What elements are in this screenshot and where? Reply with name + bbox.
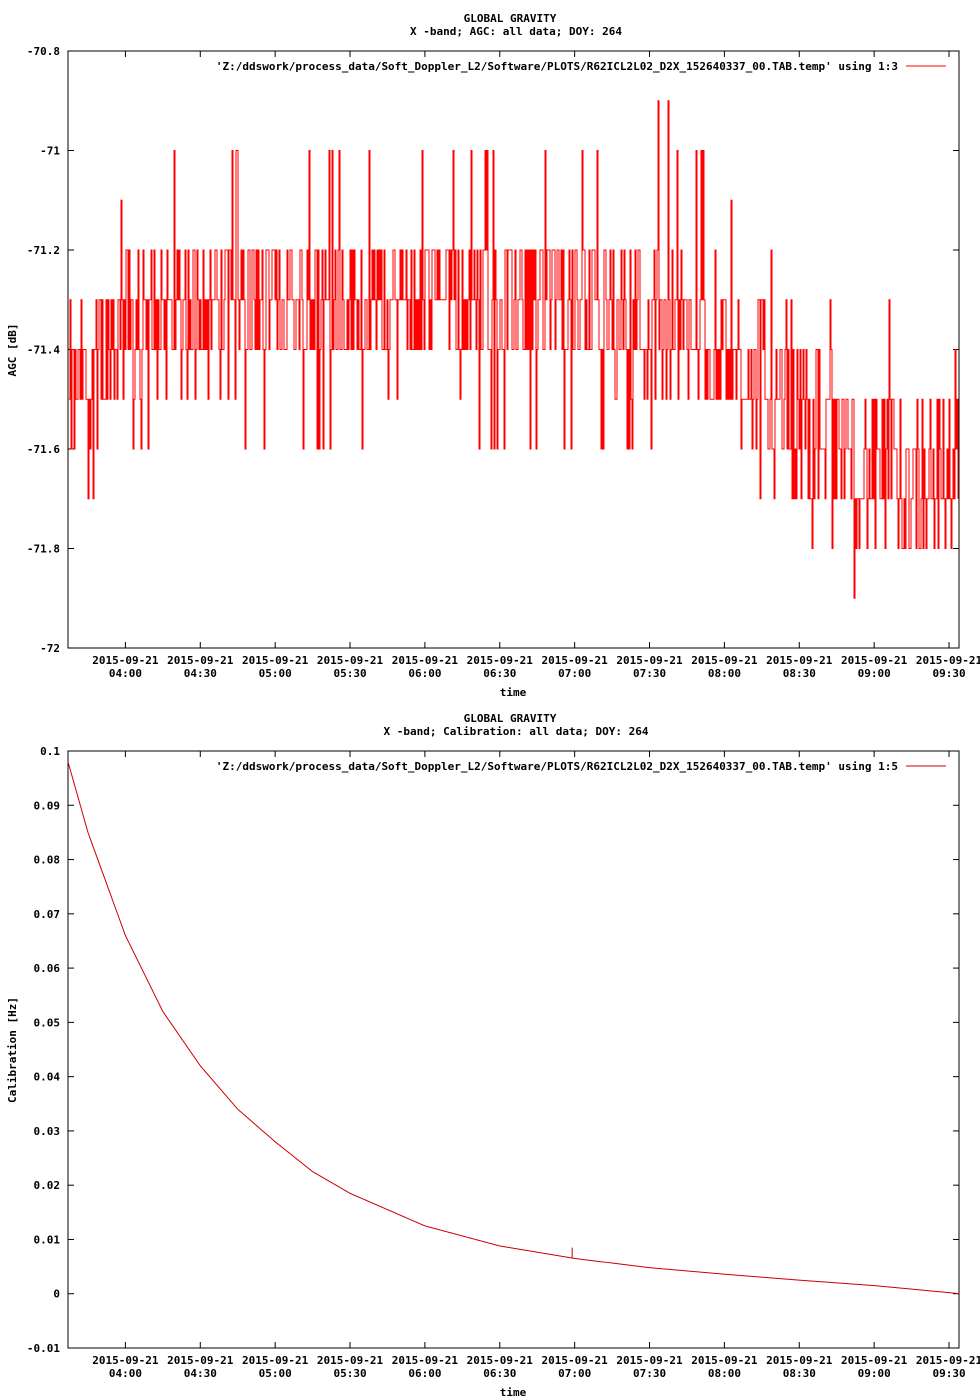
- y-axis-label: Calibration [Hz]: [6, 997, 19, 1103]
- x-tick-date-label: 2015-09-21: [841, 654, 908, 667]
- y-tick-label: -71.4: [27, 344, 60, 357]
- y-tick-label: 0.03: [34, 1125, 61, 1138]
- agc-trace: [69, 100, 959, 599]
- x-tick-date-label: 2015-09-21: [616, 654, 683, 667]
- x-tick-date-label: 2015-09-21: [317, 654, 384, 667]
- x-tick-date-label: 2015-09-21: [691, 654, 758, 667]
- y-tick-label: -70.8: [27, 45, 60, 58]
- x-tick-date-label: 2015-09-21: [167, 654, 234, 667]
- series-calibration: [67, 761, 960, 1295]
- y-tick-label: 0.01: [34, 1233, 61, 1246]
- x-tick-date-label: 2015-09-21: [92, 1354, 159, 1367]
- x-tick-time-label: 05:00: [259, 1367, 292, 1380]
- x-tick-date-label: 2015-09-21: [167, 1354, 234, 1367]
- legend: 'Z:/ddswork/process_data/Soft_Doppler_L2…: [216, 760, 946, 773]
- x-tick-time-label: 04:30: [184, 667, 217, 680]
- y-tick-label: 0.1: [40, 745, 60, 758]
- x-tick-time-label: 09:30: [932, 667, 965, 680]
- plot-frame: [67, 750, 960, 1349]
- x-tick-date-label: 2015-09-21: [542, 654, 609, 667]
- y-tick-label: -72: [40, 642, 60, 655]
- x-tick-date-label: 2015-09-21: [841, 1354, 908, 1367]
- x-tick-date-label: 2015-09-21: [616, 1354, 683, 1367]
- x-tick-date-label: 2015-09-21: [691, 1354, 758, 1367]
- x-axis: 2015-09-2104:002015-09-2104:302015-09-21…: [92, 51, 980, 680]
- x-axis-label: time: [500, 686, 527, 699]
- y-tick-label: 0.07: [34, 908, 61, 921]
- x-tick-time-label: 06:00: [408, 1367, 441, 1380]
- x-tick-time-label: 08:00: [708, 667, 741, 680]
- y-tick-label: -71.6: [27, 443, 60, 456]
- legend: 'Z:/ddswork/process_data/Soft_Doppler_L2…: [216, 60, 946, 73]
- y-tick-label: -71.8: [27, 543, 60, 556]
- x-tick-time-label: 04:00: [109, 667, 142, 680]
- x-tick-time-label: 07:00: [558, 667, 591, 680]
- x-tick-date-label: 2015-09-21: [766, 654, 833, 667]
- chart-subtitle: X -band; Calibration: all data; DOY: 264: [384, 725, 649, 738]
- chart-title: GLOBAL GRAVITY: [464, 12, 557, 25]
- y-tick-label: -0.01: [27, 1342, 60, 1355]
- y-tick-label: 0.02: [34, 1179, 61, 1192]
- x-tick-time-label: 09:00: [858, 1367, 891, 1380]
- x-tick-time-label: 08:30: [783, 667, 816, 680]
- y-tick-label: 0: [53, 1288, 60, 1301]
- x-tick-date-label: 2015-09-21: [916, 1354, 980, 1367]
- legend-label: 'Z:/ddswork/process_data/Soft_Doppler_L2…: [216, 760, 898, 773]
- x-tick-time-label: 05:30: [333, 1367, 366, 1380]
- chart-subtitle: X -band; AGC: all data; DOY: 264: [410, 25, 622, 38]
- x-tick-time-label: 09:30: [932, 1367, 965, 1380]
- x-tick-time-label: 06:30: [483, 1367, 516, 1380]
- x-axis: 2015-09-2104:002015-09-2104:302015-09-21…: [92, 751, 980, 1380]
- x-tick-time-label: 04:00: [109, 1367, 142, 1380]
- chart-title: GLOBAL GRAVITY: [464, 712, 557, 725]
- calibration-trace: [67, 761, 960, 1295]
- x-tick-time-label: 09:00: [858, 667, 891, 680]
- x-tick-date-label: 2015-09-21: [92, 654, 159, 667]
- x-tick-time-label: 07:30: [633, 667, 666, 680]
- x-tick-time-label: 06:30: [483, 667, 516, 680]
- x-tick-time-label: 06:00: [408, 667, 441, 680]
- x-tick-time-label: 05:30: [333, 667, 366, 680]
- x-tick-date-label: 2015-09-21: [392, 1354, 459, 1367]
- x-tick-time-label: 07:30: [633, 1367, 666, 1380]
- x-tick-date-label: 2015-09-21: [542, 1354, 609, 1367]
- y-tick-label: 0.06: [34, 962, 61, 975]
- y-tick-label: -71: [40, 145, 60, 158]
- x-tick-date-label: 2015-09-21: [766, 1354, 833, 1367]
- calibration-chart: GLOBAL GRAVITY X -band; Calibration: all…: [6, 712, 980, 1399]
- x-tick-date-label: 2015-09-21: [392, 654, 459, 667]
- y-tick-label: 0.04: [34, 1071, 61, 1084]
- x-tick-date-label: 2015-09-21: [467, 1354, 534, 1367]
- x-tick-date-label: 2015-09-21: [242, 1354, 309, 1367]
- x-tick-time-label: 05:00: [259, 667, 292, 680]
- x-tick-date-label: 2015-09-21: [916, 654, 980, 667]
- y-axis: -70.8 -71 -71.2 -71.4 -71.6 -71.8 -72: [27, 45, 959, 655]
- y-tick-label: 0.09: [34, 799, 61, 812]
- legend-label: 'Z:/ddswork/process_data/Soft_Doppler_L2…: [216, 60, 898, 73]
- x-axis-label: time: [500, 1386, 527, 1399]
- x-tick-date-label: 2015-09-21: [317, 1354, 384, 1367]
- y-axis-label: AGC [dB]: [6, 324, 19, 377]
- x-tick-date-label: 2015-09-21: [467, 654, 534, 667]
- y-tick-label: 0.05: [34, 1016, 61, 1029]
- x-tick-date-label: 2015-09-21: [242, 654, 309, 667]
- agc-chart: GLOBAL GRAVITY X -band; AGC: all data; D…: [6, 12, 980, 699]
- y-tick-label: 0.08: [34, 854, 61, 867]
- y-tick-label: -71.2: [27, 244, 60, 257]
- x-tick-time-label: 08:00: [708, 1367, 741, 1380]
- y-axis: 0.1 0.09 0.08 0.07 0.06 0.05 0.04 0.03 0.02 0.01 0…: [27, 745, 959, 1355]
- x-tick-time-label: 08:30: [783, 1367, 816, 1380]
- x-tick-time-label: 04:30: [184, 1367, 217, 1380]
- x-tick-time-label: 07:00: [558, 1367, 591, 1380]
- series-agc: [69, 100, 959, 599]
